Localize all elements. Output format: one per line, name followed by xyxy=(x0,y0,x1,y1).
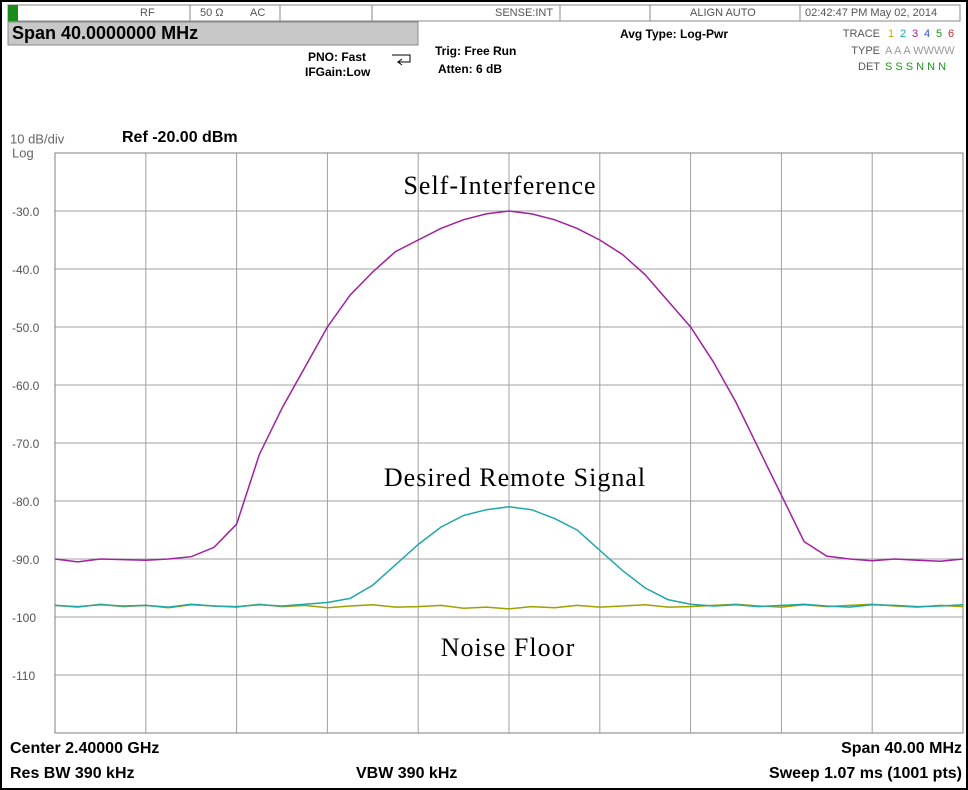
trace-number: 4 xyxy=(924,28,930,40)
type-label: TYPE xyxy=(851,45,880,57)
res-bw: Res BW 390 kHz xyxy=(10,765,135,782)
span-freq: Span 40.00 MHz xyxy=(841,740,962,757)
plot-frame xyxy=(54,152,964,734)
trace-number: 6 xyxy=(948,28,954,40)
pno: PNO: Fast xyxy=(308,50,366,64)
trace-number: 3 xyxy=(912,28,918,40)
y-tick-label: -80.0 xyxy=(12,495,40,509)
y-tick-label: -60.0 xyxy=(12,379,40,393)
impedance: 50 Ω xyxy=(200,7,224,19)
ref-level: Ref -20.00 dBm xyxy=(122,129,238,146)
status-icon xyxy=(8,5,18,21)
coupling: AC xyxy=(250,7,265,19)
attenuation: Atten: 6 dB xyxy=(438,62,502,76)
y-tick-label: -50.0 xyxy=(12,321,40,335)
y-tick-label: -30.0 xyxy=(12,205,40,219)
center-freq: Center 2.40000 GHz xyxy=(10,740,159,757)
trace-number: 2 xyxy=(900,28,906,40)
det-label: DET xyxy=(858,61,880,73)
trace-number: 1 xyxy=(888,28,894,40)
annotation: Self-Interference xyxy=(403,171,596,200)
y-tick-label: -70.0 xyxy=(12,437,40,451)
vbw: VBW 390 kHz xyxy=(356,765,457,782)
trace-line xyxy=(54,210,964,563)
sense: SENSE:INT xyxy=(495,7,553,19)
y-tick-label: -100 xyxy=(12,611,36,625)
type-value: A A A WWWW xyxy=(885,45,955,57)
pno-icon xyxy=(392,54,411,66)
datetime: 02:42:47 PM May 02, 2014 xyxy=(805,7,937,19)
avg-type: Avg Type: Log-Pwr xyxy=(620,27,728,41)
annotation: Noise Floor xyxy=(441,633,576,662)
y-tick-label: -40.0 xyxy=(12,263,40,277)
det-value: S S S N N N xyxy=(885,61,946,73)
align: ALIGN AUTO xyxy=(690,7,756,19)
trace-number: 5 xyxy=(936,28,942,40)
log-label: Log xyxy=(12,145,34,160)
trace-line xyxy=(54,506,964,608)
span-setting: Span 40.0000000 MHz xyxy=(12,23,198,43)
rf-label: RF xyxy=(140,7,155,19)
y-tick-label: -110 xyxy=(12,669,35,683)
sweep: Sweep 1.07 ms (1001 pts) xyxy=(769,765,962,782)
ifgain: IFGain:Low xyxy=(305,65,371,79)
scale-label: 10 dB/div xyxy=(10,131,65,146)
trace-label: TRACE xyxy=(843,28,880,40)
annotation: Desired Remote Signal xyxy=(384,463,646,492)
span-box xyxy=(7,21,419,46)
trigger: Trig: Free Run xyxy=(435,44,516,58)
y-tick-label: -90.0 xyxy=(12,553,40,567)
